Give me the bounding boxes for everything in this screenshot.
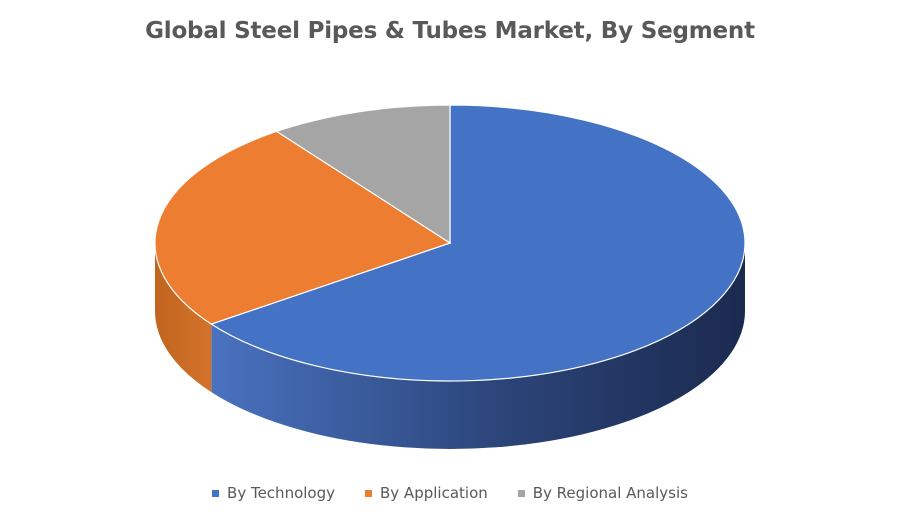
legend-swatch-regional-analysis	[517, 489, 525, 497]
pie-slice-application-side	[155, 243, 212, 393]
legend-label-application: By Application	[380, 484, 488, 502]
legend-item-technology: By Technology	[212, 484, 335, 502]
legend-item-application: By Application	[365, 484, 488, 502]
legend: By Technology By Application By Regional…	[0, 484, 900, 502]
legend-swatch-application	[365, 489, 372, 497]
chart-title: Global Steel Pipes & Tubes Market, By Se…	[145, 18, 755, 44]
pie-slice-technology-side	[211, 243, 746, 449]
pie-slice-application	[154, 130, 452, 325]
pie-slice-regional-analysis	[275, 104, 451, 245]
pie-slice-technology	[209, 104, 746, 382]
legend-label-regional-analysis: By Regional Analysis	[532, 484, 688, 502]
legend-swatch-technology	[212, 489, 220, 497]
legend-label-technology: By Technology	[227, 484, 335, 502]
legend-item-regional-analysis: By Regional Analysis	[517, 484, 688, 502]
